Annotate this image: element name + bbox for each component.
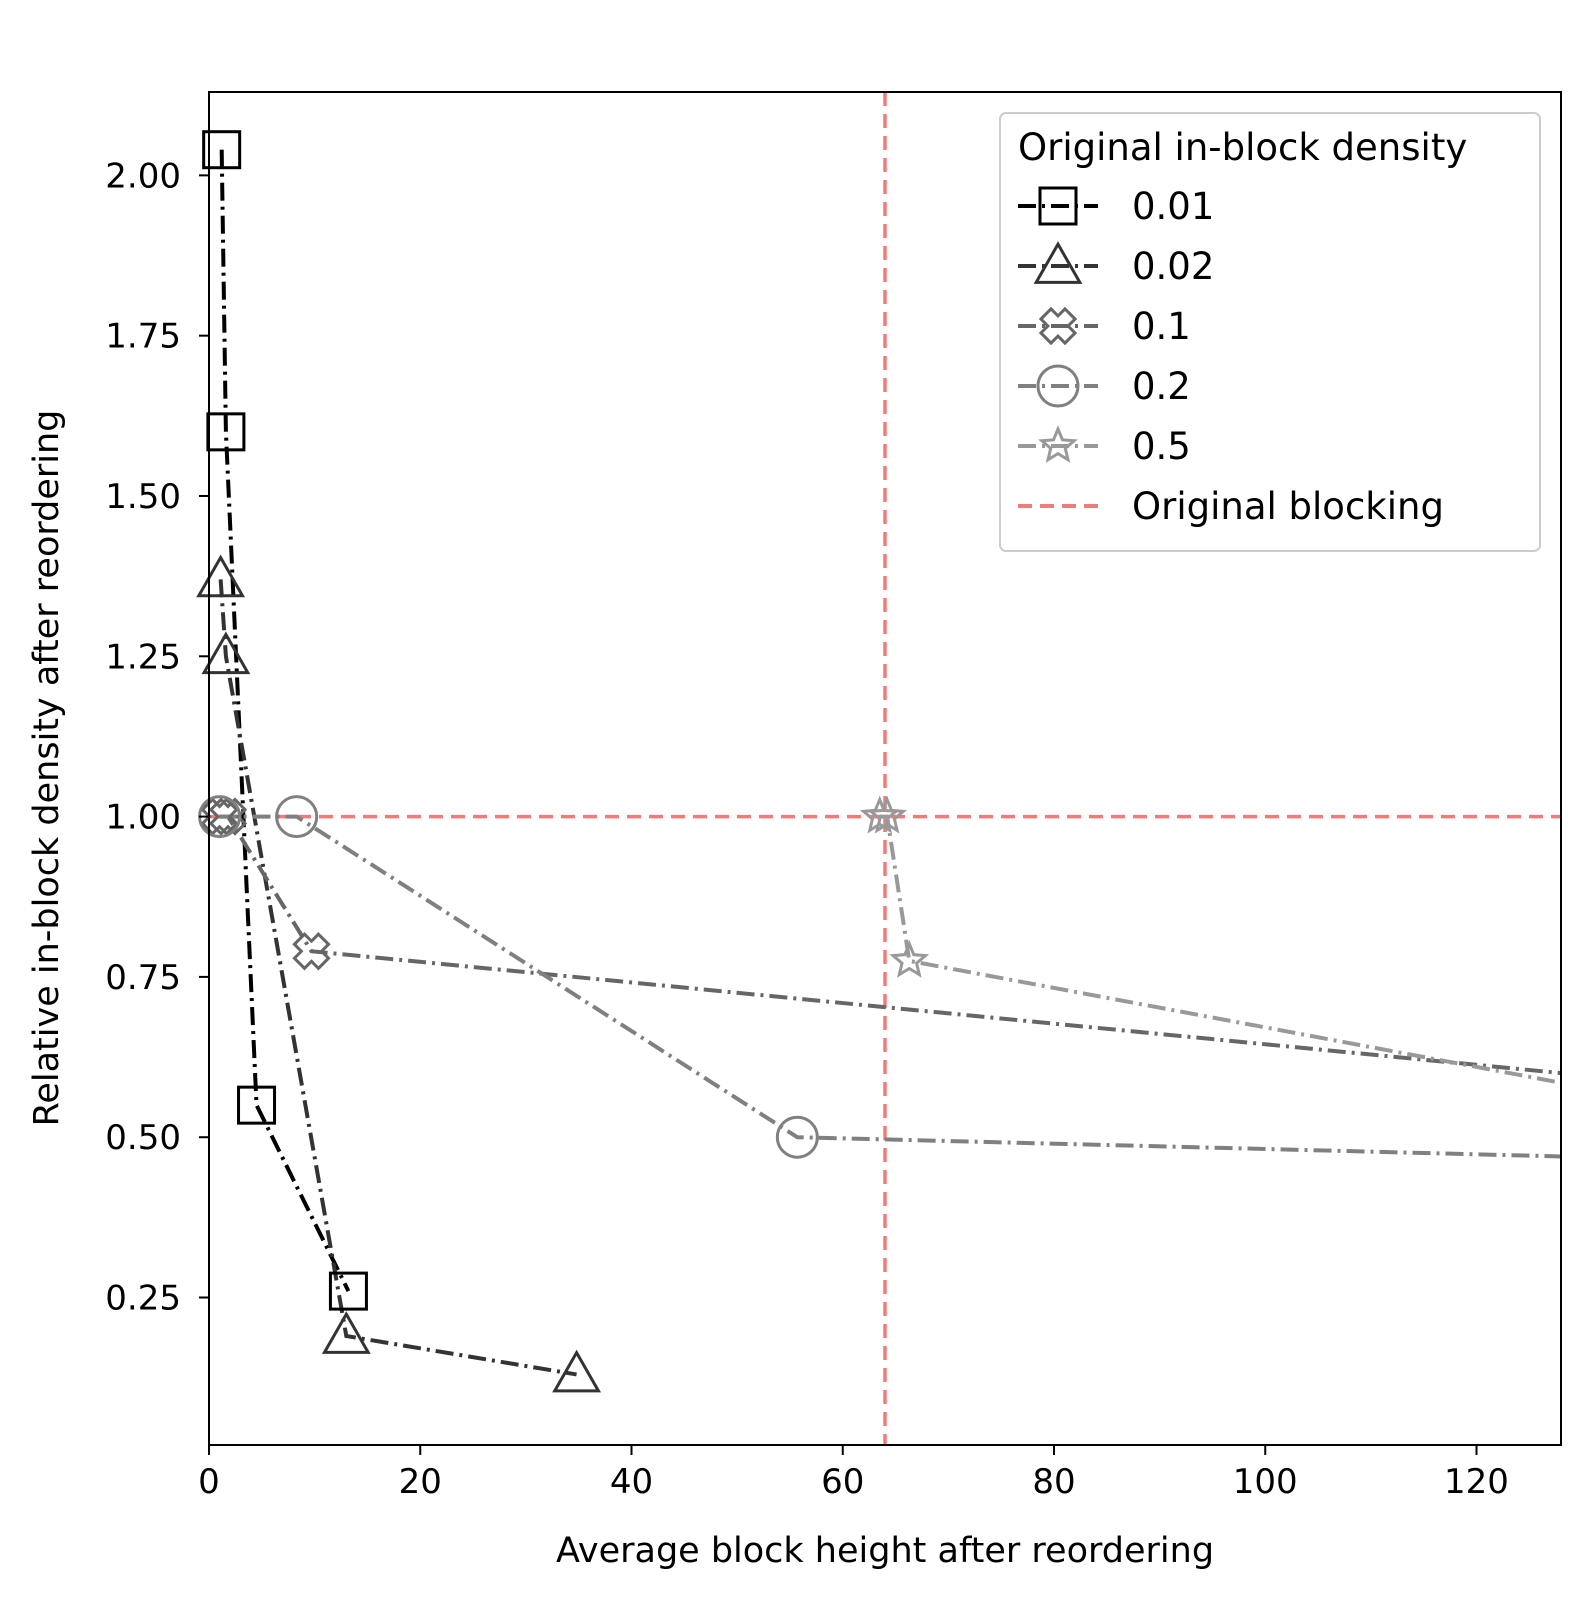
x-tick-label: 0 [198,1462,220,1502]
y-tick-label: 0.25 [105,1279,181,1319]
x-tick-label: 40 [610,1462,653,1502]
legend-label-original-blocking: Original blocking [1132,485,1444,528]
x-tick-label: 60 [821,1462,864,1502]
x-tick-label: 120 [1444,1462,1509,1502]
data-point-0.02 [321,1311,371,1354]
legend-label-0.2: 0.2 [1132,365,1191,408]
data-point-0.1 [292,932,331,971]
plot-frame [208,91,1562,1446]
series-line-0.01 [219,149,351,1292]
legend-entries: 0.01 0.02 0.1 0.2 0.5 Original blocking [1018,185,1444,528]
y-tick-label: 1.75 [105,317,181,357]
x-tick-label: 20 [399,1462,442,1502]
series-layer [218,149,1561,1377]
series-line-0.02 [218,579,577,1377]
legend-label-0.5: 0.5 [1132,425,1191,468]
data-point-0.5 [889,939,930,978]
data-point-0.2 [775,1115,819,1159]
y-tick-label: 1.50 [105,477,181,517]
data-point-0.1 [200,797,239,836]
legend-marker-0.02 [1033,241,1083,284]
y-tick-label: 0.50 [105,1118,181,1158]
legend-label-0.1: 0.1 [1132,305,1191,348]
legend-title: Original in-block density [1018,126,1467,169]
x-tick-label: 100 [1233,1462,1298,1502]
data-point-0.2 [275,795,319,839]
series-line-0.5 [879,814,1561,1085]
y-tick-label: 1.00 [105,798,181,838]
legend-marker-0.5 [1038,425,1078,463]
data-point-0.01 [328,1271,368,1311]
legend-marker-0.2 [1036,364,1080,408]
y-axis-label: Relative in-block density after reorderi… [27,410,67,1127]
legend-marker-0.01 [1038,186,1078,226]
y-tick-label: 0.75 [105,958,181,998]
legend-box [999,112,1541,552]
data-point-0.01 [206,412,246,452]
markers-layer [196,130,930,1393]
data-point-0.02 [552,1349,602,1393]
x-axis-ticks: 0 20 40 60 80 100 120 [198,1445,1509,1502]
reference-lines [209,92,1561,1445]
x-axis-label: Average block height after reordering [556,1531,1214,1571]
series-line-0.1 [219,814,1561,1076]
legend-marker-0.1 [1038,306,1078,346]
data-point-0.02 [201,631,251,675]
y-tick-label: 1.25 [105,637,181,677]
y-tick-label: 2.00 [105,156,181,196]
legend-label-0.02: 0.02 [1132,245,1214,288]
x-tick-label: 80 [1032,1462,1075,1502]
data-point-0.5 [867,795,907,834]
legend-label-0.01: 0.01 [1132,185,1214,228]
y-axis-ticks: 0.25 0.50 0.75 1.00 1.25 1.50 1.75 2.00 [105,156,209,1319]
series-line-0.2 [219,814,1561,1159]
legend: Original in-block density 0.01 0.02 0.1 0.2… [999,112,1541,552]
data-point-0.01 [237,1085,277,1125]
data-point-0.01 [202,130,242,170]
